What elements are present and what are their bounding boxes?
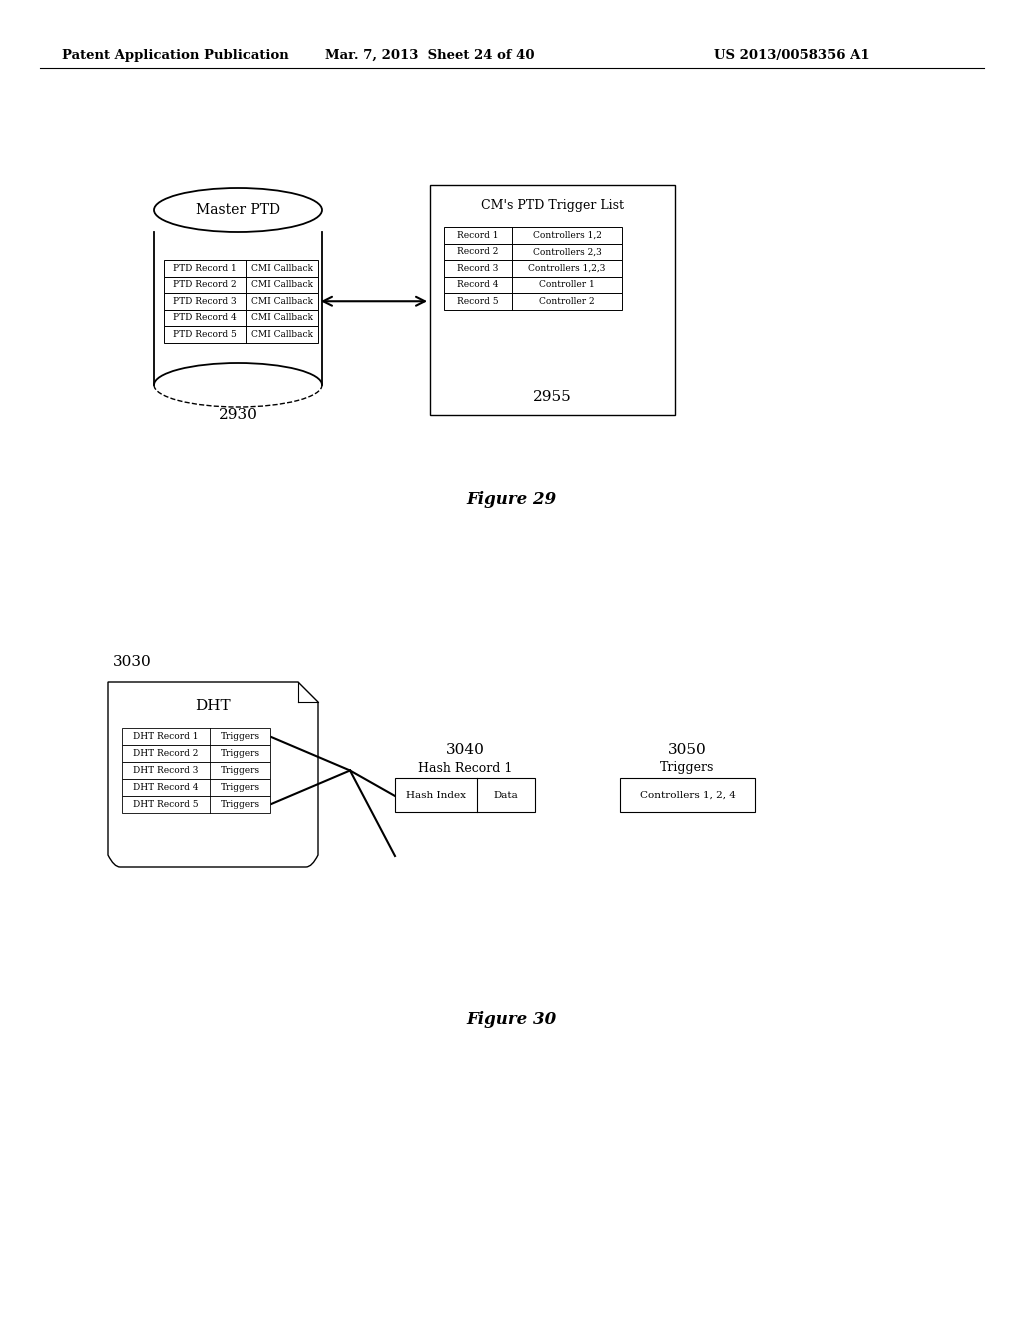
Text: US 2013/0058356 A1: US 2013/0058356 A1 — [715, 49, 870, 62]
Bar — [164, 293, 318, 309]
Bar — [620, 777, 755, 812]
Text: 2955: 2955 — [534, 389, 571, 404]
Bar — [164, 260, 318, 276]
Text: Data: Data — [494, 791, 518, 800]
Text: Triggers: Triggers — [660, 762, 715, 775]
Text: DHT Record 4: DHT Record 4 — [133, 783, 199, 792]
Text: Record 5: Record 5 — [457, 297, 499, 306]
Text: Controller 1: Controller 1 — [539, 280, 595, 289]
Text: Triggers: Triggers — [220, 766, 259, 775]
Text: 3030: 3030 — [113, 655, 152, 669]
Text: DHT Record 5: DHT Record 5 — [133, 800, 199, 809]
Text: DHT Record 3: DHT Record 3 — [133, 766, 199, 775]
Text: Hash Record 1: Hash Record 1 — [418, 762, 512, 775]
Bar — [164, 309, 318, 326]
Text: PTD Record 3: PTD Record 3 — [173, 297, 237, 306]
Text: PTD Record 4: PTD Record 4 — [173, 313, 237, 322]
Ellipse shape — [154, 187, 322, 232]
Text: Triggers: Triggers — [220, 733, 259, 741]
Text: CMI Callback: CMI Callback — [251, 313, 313, 322]
Bar — [122, 762, 270, 779]
Text: PTD Record 5: PTD Record 5 — [173, 330, 237, 339]
Text: CM's PTD Trigger List: CM's PTD Trigger List — [481, 198, 624, 211]
Text: Controllers 2,3: Controllers 2,3 — [532, 247, 601, 256]
Bar — [395, 777, 535, 812]
Text: Figure 29: Figure 29 — [467, 491, 557, 508]
Text: 3040: 3040 — [445, 743, 484, 756]
Bar — [154, 232, 322, 385]
Text: Record 1: Record 1 — [458, 231, 499, 240]
Text: Controllers 1,2,3: Controllers 1,2,3 — [528, 264, 605, 273]
Text: CMI Callback: CMI Callback — [251, 280, 313, 289]
Text: DHT: DHT — [196, 700, 230, 713]
Text: CMI Callback: CMI Callback — [251, 264, 313, 273]
Text: Patent Application Publication: Patent Application Publication — [62, 49, 289, 62]
Text: 2930: 2930 — [218, 408, 257, 422]
Bar — [444, 243, 622, 260]
Text: Controller 2: Controller 2 — [540, 297, 595, 306]
Bar — [444, 276, 622, 293]
Text: PTD Record 2: PTD Record 2 — [173, 280, 237, 289]
Text: Triggers: Triggers — [220, 748, 259, 758]
Bar — [164, 326, 318, 342]
Bar — [430, 185, 675, 414]
Text: Controllers 1,2: Controllers 1,2 — [532, 231, 601, 240]
Text: PTD Record 1: PTD Record 1 — [173, 264, 237, 273]
Text: Mar. 7, 2013  Sheet 24 of 40: Mar. 7, 2013 Sheet 24 of 40 — [326, 49, 535, 62]
Text: Record 2: Record 2 — [458, 247, 499, 256]
Text: Record 3: Record 3 — [458, 264, 499, 273]
Text: Master PTD: Master PTD — [196, 203, 280, 216]
Text: CMI Callback: CMI Callback — [251, 297, 313, 306]
Text: CMI Callback: CMI Callback — [251, 330, 313, 339]
Bar — [444, 293, 622, 309]
Text: Hash Index: Hash Index — [406, 791, 466, 800]
Bar — [122, 744, 270, 762]
Bar — [122, 729, 270, 744]
Text: Figure 30: Figure 30 — [467, 1011, 557, 1028]
PathPatch shape — [108, 682, 318, 867]
Text: Controllers 1, 2, 4: Controllers 1, 2, 4 — [640, 791, 735, 800]
Bar — [122, 796, 270, 813]
Bar — [444, 260, 622, 276]
Text: Triggers: Triggers — [220, 800, 259, 809]
Text: Triggers: Triggers — [220, 783, 259, 792]
Text: Record 4: Record 4 — [458, 280, 499, 289]
Bar — [164, 276, 318, 293]
Bar — [122, 779, 270, 796]
Text: DHT Record 1: DHT Record 1 — [133, 733, 199, 741]
Text: 3050: 3050 — [668, 743, 707, 756]
Text: DHT Record 2: DHT Record 2 — [133, 748, 199, 758]
Bar — [444, 227, 622, 243]
